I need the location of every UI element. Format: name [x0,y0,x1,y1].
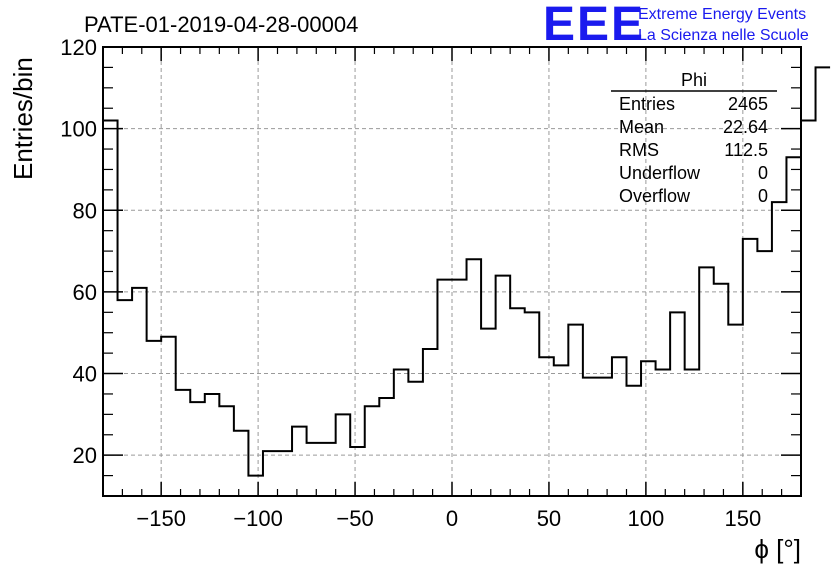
logo-line-2: La Scienza nelle Scuole [638,27,809,44]
x-tick-label: −100 [233,506,283,531]
grid-lines [103,47,801,496]
stats-value-entries: 2465 [728,94,768,114]
y-tick-label: 60 [73,280,97,305]
y-axis: 20 40 60 80 100 120 [60,35,801,497]
stats-label-underflow: Underflow [619,163,701,183]
stats-value-rms: 112.5 [724,140,768,160]
x-axis-title: ϕ [°] [754,534,801,564]
y-tick-label: 20 [73,443,97,468]
x-tick-label: −50 [336,506,373,531]
stats-value-overflow: 0 [758,186,768,206]
x-tick-label: 0 [446,506,458,531]
y-tick-label: 80 [73,198,97,223]
logo-line-1: Extreme Energy Events [638,6,806,23]
y-tick-label: 100 [60,117,97,142]
eee-logo-mark: EEE [543,0,645,51]
histogram-series [103,66,831,477]
y-tick-label: 120 [60,35,97,60]
x-tick-label: 100 [628,506,665,531]
stats-value-underflow: 0 [758,163,768,183]
eee-logo: EEE Extreme Energy Events La Scienza nel… [543,0,809,51]
y-tick-label: 40 [73,362,97,387]
stats-value-mean: 22.64 [723,117,768,137]
stats-label-mean: Mean [619,117,664,137]
x-axis: −150 −100 −50 0 50 100 150 [102,47,802,531]
y-axis-title: Entries/bin [8,57,38,180]
chart-title: PATE-01-2019-04-28-00004 [84,12,358,37]
stats-label-rms: RMS [619,140,659,160]
stats-label-overflow: Overflow [619,186,691,206]
stats-box-title: Phi [681,70,707,90]
stats-box: Phi Entries 2465 Mean 22.64 RMS 112.5 Un… [611,70,777,206]
stats-label-entries: Entries [619,94,675,114]
x-tick-label: 150 [724,506,761,531]
x-tick-label: 50 [537,506,561,531]
x-tick-label: −150 [136,506,186,531]
